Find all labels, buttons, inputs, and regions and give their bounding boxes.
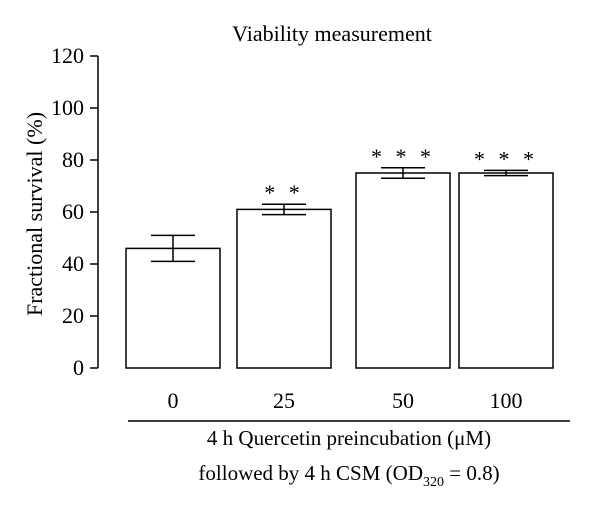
x-axis-label-line-2: followed by 4 h CSM (OD320 = 0.8) xyxy=(198,461,499,490)
x-axis-label-line-2-suffix: = 0.8) xyxy=(444,461,500,485)
bar xyxy=(355,172,451,369)
bar xyxy=(236,208,332,369)
x-axis-label-line-2-subscript: 320 xyxy=(423,475,444,490)
y-axis-label: Fractional survival (%) xyxy=(22,112,47,316)
chart-title: Viability measurement xyxy=(232,21,432,46)
x-axis-label-line-2-prefix: followed by 4 h CSM (OD xyxy=(198,461,423,485)
y-tick-label: 100 xyxy=(51,95,84,120)
significance-marker: * * xyxy=(264,180,304,205)
x-tick-labels: 0 25 50 100 xyxy=(168,388,523,413)
x-tick-label: 0 xyxy=(168,388,179,413)
x-axis-label-line-1: 4 h Quercetin preincubation (μM) xyxy=(207,426,491,450)
y-tick-label: 60 xyxy=(62,199,84,224)
x-tick-label: 25 xyxy=(273,388,295,413)
significance-marker: * * * xyxy=(371,144,435,169)
bar xyxy=(458,172,554,369)
y-tick-label: 0 xyxy=(73,355,84,380)
y-ticks: 0 20 40 60 80 100 120 xyxy=(51,43,98,380)
x-tick-label: 100 xyxy=(490,388,523,413)
bars: * * * * * * * * xyxy=(125,144,554,369)
bar xyxy=(125,247,221,369)
significance-marker: * * * xyxy=(474,146,538,171)
y-tick-label: 80 xyxy=(62,147,84,172)
y-tick-label: 20 xyxy=(62,303,84,328)
y-tick-label: 40 xyxy=(62,251,84,276)
y-tick-label: 120 xyxy=(51,43,84,68)
x-tick-label: 50 xyxy=(392,388,414,413)
